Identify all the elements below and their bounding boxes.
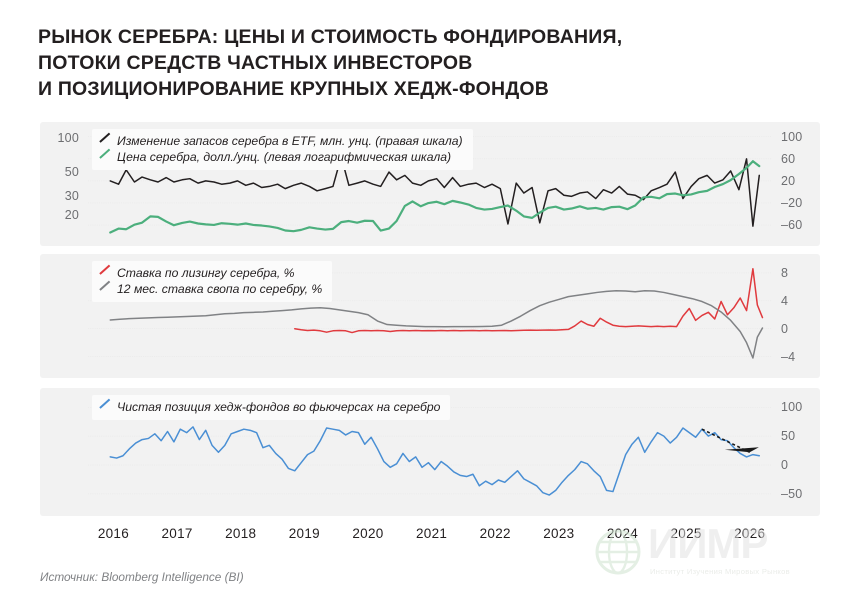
chart-panel-hedge-fund-position: 100 50 0 –50 Чистая позиция хедж-фондов во …	[40, 388, 820, 516]
axis-tick-right: 100	[781, 400, 803, 415]
series-line-0	[295, 269, 763, 333]
legend-swatch-icon	[99, 401, 112, 414]
panel-3-legend: Чистая позиция хедж-фондов во фьючерсах …	[92, 395, 451, 420]
x-axis-tick: 2017	[161, 526, 193, 541]
x-axis-tick: 2016	[97, 526, 130, 541]
axis-tick-right: 4	[781, 293, 789, 308]
axis-tick-right: –60	[781, 218, 803, 233]
legend-item: 12 мес. ставка свопа по серебру, %	[99, 281, 322, 297]
axis-tick-right: 0	[781, 321, 789, 336]
x-axis-tick: 2026	[734, 526, 766, 541]
page-title: РЫНОК СЕРЕБРА: ЦЕНЫ И СТОИМОСТЬ ФОНДИРОВ…	[38, 26, 623, 100]
x-axis-tick: 2023	[543, 526, 575, 541]
panel-2-legend: Ставка по лизингу серебра, % 12 мес. став…	[92, 261, 333, 302]
legend-item: Цена серебра, долл./унц. (левая логарифм…	[99, 149, 463, 165]
axis-tick-left: 50	[64, 164, 79, 179]
x-axis-tick: 2021	[415, 526, 448, 541]
legend-item-label: Ставка по лизингу серебра, %	[117, 266, 295, 280]
chart-panel-etf-flows-price: 100 50 30 20 100 60 20 –20 –60 Изменение запасо…	[40, 122, 820, 246]
x-axis-tick: 2018	[225, 526, 257, 541]
axis-tick-right: –20	[781, 195, 803, 210]
x-axis-tick: 2019	[288, 526, 320, 541]
legend-item-label: 12 мес. ставка свопа по серебру, %	[117, 282, 323, 296]
annotation-arrow-head	[724, 447, 759, 453]
series-line-1	[110, 161, 759, 232]
axis-tick-right: –50	[781, 486, 803, 501]
series-line-0	[110, 427, 759, 495]
legend-item: Чистая позиция хедж-фондов во фьючерсах …	[99, 399, 440, 415]
chart-panel-lease-swap-rates: 8 4 0 –4 Ставка по лизингу серебра, % 12 мес…	[40, 254, 820, 378]
panel-2-plot-area	[88, 254, 772, 378]
axis-tick-right: 50	[781, 429, 796, 444]
panel-1-legend: Изменение запасов серебра в ETF, млн. ун…	[92, 129, 473, 170]
axis-tick-right: 0	[781, 457, 789, 472]
legend-item-label: Изменение запасов серебра в ETF, млн. ун…	[117, 134, 463, 148]
x-axis-tick: 2020	[352, 526, 384, 541]
legend-item: Изменение запасов серебра в ETF, млн. ун…	[99, 133, 463, 149]
legend-swatch-icon	[99, 151, 112, 164]
x-axis-tick: 2022	[479, 526, 511, 541]
axis-tick-left: 20	[64, 208, 79, 223]
axis-tick-right: 100	[781, 129, 803, 144]
x-axis-tick: 2024	[606, 526, 639, 541]
x-axis-year-ticks: 2016 2017 2018 2019 2020 2021 2022 2023 2024 2025…	[88, 526, 772, 548]
axis-tick-right: 8	[781, 265, 789, 280]
legend-swatch-icon	[99, 267, 112, 280]
series-line-0	[110, 157, 759, 227]
source-note: Источник: Bloomberg Intelligence (BI)	[40, 570, 244, 584]
legend-swatch-icon	[99, 283, 112, 296]
axis-tick-right: –4	[781, 349, 796, 364]
panel-1-svg	[88, 122, 772, 246]
legend-item-label: Цена серебра, долл./унц. (левая логарифм…	[117, 150, 452, 164]
axis-tick-left: 100	[57, 131, 79, 146]
series-line-1	[110, 291, 762, 358]
watermark-subtitle: Институт Изучения Мировых Рынков	[650, 567, 790, 576]
x-axis-tick: 2025	[670, 526, 702, 541]
legend-item-label: Чистая позиция хедж-фондов во фьючерсах …	[117, 400, 441, 414]
legend-swatch-icon	[99, 135, 112, 148]
panel-1-plot-area	[88, 122, 772, 246]
panel-2-svg	[88, 254, 772, 378]
axis-tick-right: 60	[781, 151, 796, 166]
axis-tick-left: 30	[64, 188, 79, 203]
axis-tick-right: 20	[781, 173, 796, 188]
legend-item: Ставка по лизингу серебра, %	[99, 265, 322, 281]
